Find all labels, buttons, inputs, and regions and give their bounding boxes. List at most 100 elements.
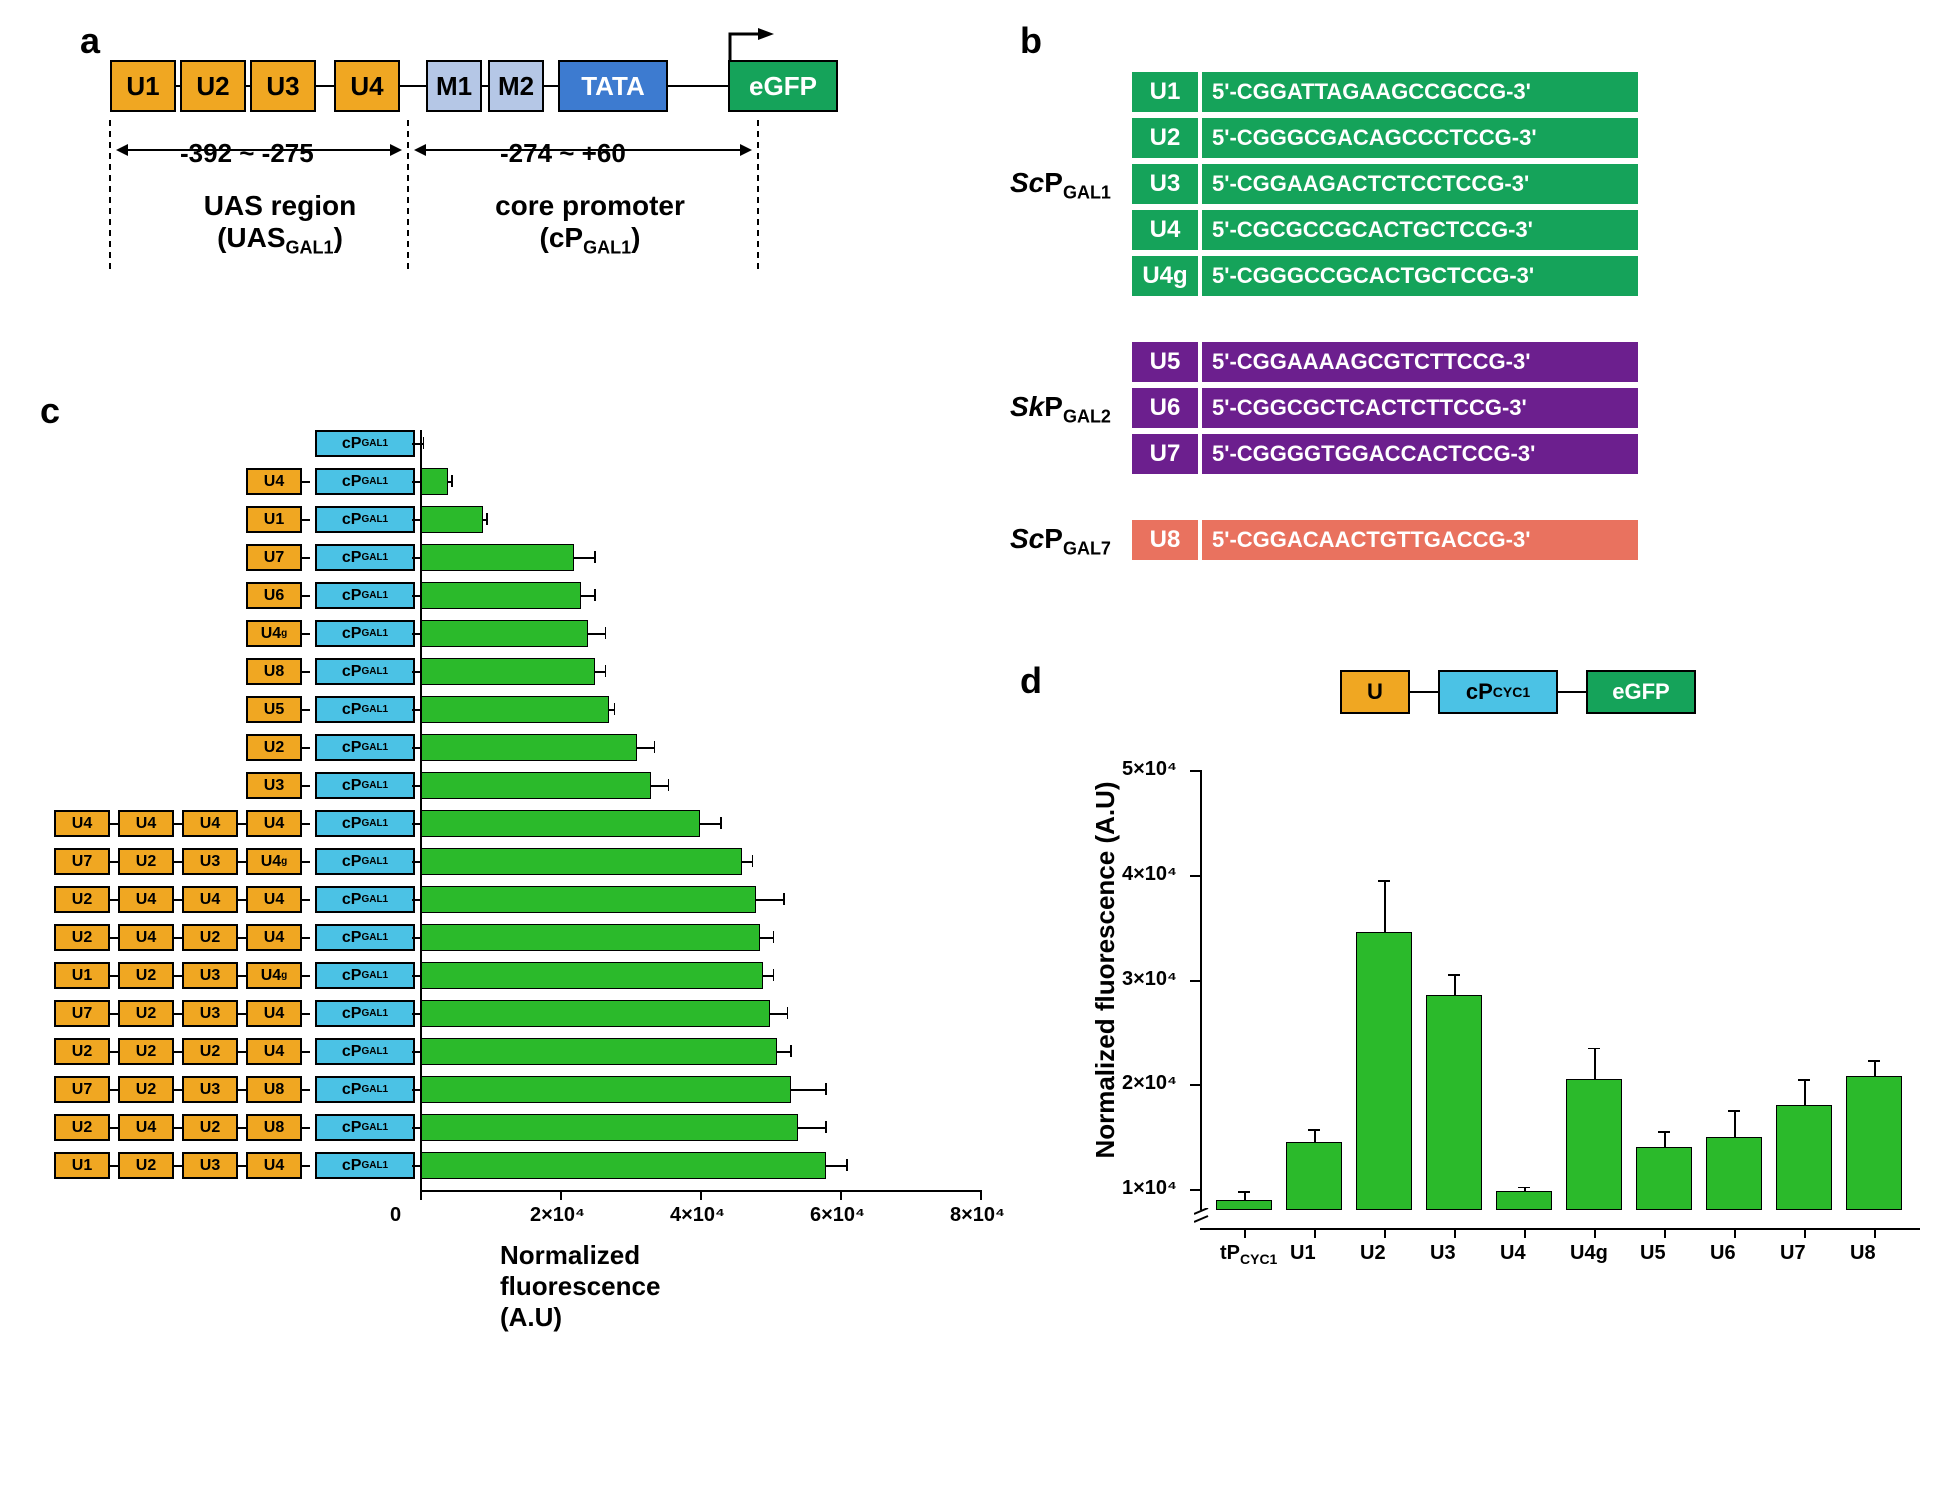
tss-arrow	[728, 28, 778, 69]
row-19-u-2: U3	[182, 1152, 238, 1179]
panel-d-label: d	[1020, 660, 1042, 702]
row-cp-6: cPGAL1	[315, 658, 415, 685]
bar-row-8	[420, 734, 637, 761]
d-cat-1: U1	[1290, 1242, 1316, 1265]
row-10-u-1: U4	[118, 810, 174, 837]
d-cat-8: U7	[1780, 1242, 1806, 1265]
d-diagram: UcPCYC1eGFP	[1340, 670, 1696, 714]
block-tata: TATA	[558, 60, 668, 112]
d-bar-U4g	[1566, 1079, 1622, 1210]
seq-val-U3: 5'-CGGAAGACTCTCCTCCG-3'	[1200, 162, 1640, 206]
row-12-u-0: U2	[54, 886, 110, 913]
row-cp-11: cPGAL1	[315, 848, 415, 875]
row-cp-4: cPGAL1	[315, 582, 415, 609]
bar-row-2	[420, 506, 483, 533]
row-16-u-1: U2	[118, 1038, 174, 1065]
d-cat-7: U6	[1710, 1242, 1736, 1265]
d-ytick-1: 2×10⁴	[1122, 1072, 1177, 1095]
c-xtick-1: 2×10⁴	[530, 1204, 585, 1227]
seq-val-U4: 5'-CGCGCCGCACTGCTCCG-3'	[1200, 208, 1640, 252]
seq-val-U7: 5'-CGGGGTGGACCACTCCG-3'	[1200, 432, 1640, 476]
row-11-u-0: U7	[54, 848, 110, 875]
row-17-u-0: U7	[54, 1076, 110, 1103]
row-cp-16: cPGAL1	[315, 1038, 415, 1065]
row-10-u-2: U4	[182, 810, 238, 837]
row-11-u-2: U3	[182, 848, 238, 875]
row-18-u-2: U2	[182, 1114, 238, 1141]
bar-row-3	[420, 544, 574, 571]
d-cat-5: U4g	[1570, 1242, 1608, 1265]
row-19-u-1: U2	[118, 1152, 174, 1179]
bar-row-19	[420, 1152, 826, 1179]
row-15-u-3: U4	[246, 1000, 302, 1027]
c-xtick-2: 4×10⁴	[670, 1204, 725, 1227]
c-xlabel: Normalized fluorescence (A.U)	[500, 1240, 660, 1333]
row-18-u-0: U2	[54, 1114, 110, 1141]
block-m1: M1	[426, 60, 482, 112]
row-cp-10: cPGAL1	[315, 810, 415, 837]
d-ylabel: Normalized fluorescence (A.U)	[1090, 750, 1121, 1190]
row-6-u-0: U8	[246, 658, 302, 685]
panel-a: U1U2U3U4M1M2TATAeGFP-392 ~ -275-274 ~ +6…	[110, 60, 838, 112]
row-19-u-0: U1	[54, 1152, 110, 1179]
panel-b-label: b	[1020, 20, 1042, 62]
d-cat-6: U5	[1640, 1242, 1666, 1265]
d-bar-U5	[1636, 1147, 1692, 1210]
row-cp-8: cPGAL1	[315, 734, 415, 761]
bar-row-15	[420, 1000, 770, 1027]
seq-key-U7: U7	[1130, 432, 1200, 476]
panel-c-label: c	[40, 390, 60, 432]
seq-key-U4: U4	[1130, 208, 1200, 252]
row-14-u-2: U3	[182, 962, 238, 989]
row-cp-0: cPGAL1	[315, 430, 415, 457]
d-bar-U1	[1286, 1142, 1342, 1210]
d-bar-U7	[1776, 1105, 1832, 1210]
row-15-u-0: U7	[54, 1000, 110, 1027]
row-cp-5: cPGAL1	[315, 620, 415, 647]
bar-row-10	[420, 810, 700, 837]
d-ytick-0: 1×10⁴	[1122, 1177, 1177, 1200]
c-xtick-3: 6×10⁴	[810, 1204, 865, 1227]
row-12-u-3: U4	[246, 886, 302, 913]
seq-val-U6: 5'-CGGCGCTCACTCTTCCG-3'	[1200, 386, 1640, 430]
row-cp-13: cPGAL1	[315, 924, 415, 951]
row-3-u-0: U7	[246, 544, 302, 571]
block-u1: U1	[110, 60, 176, 112]
bar-row-11	[420, 848, 742, 875]
seq-val-U5: 5'-CGGAAAAGCGTCTTCCG-3'	[1200, 340, 1640, 384]
range-uas: -392 ~ -275	[180, 138, 314, 169]
d-cat-4: U4	[1500, 1242, 1526, 1265]
row-12-u-2: U4	[182, 886, 238, 913]
row-14-u-1: U2	[118, 962, 174, 989]
bar-row-14	[420, 962, 763, 989]
d-bar-tP	[1216, 1200, 1272, 1210]
bar-row-4	[420, 582, 581, 609]
row-17-u-3: U8	[246, 1076, 302, 1103]
uas-label: UAS region(UASGAL1)	[180, 190, 380, 259]
block-u2: U2	[180, 60, 246, 112]
row-16-u-0: U2	[54, 1038, 110, 1065]
row-17-u-1: U2	[118, 1076, 174, 1103]
row-10-u-3: U4	[246, 810, 302, 837]
block-m2: M2	[488, 60, 544, 112]
bar-row-17	[420, 1076, 791, 1103]
d-cat-2: U2	[1360, 1242, 1386, 1265]
d-bar-U2	[1356, 932, 1412, 1210]
row-2-u-0: U1	[246, 506, 302, 533]
panel-a-label: a	[80, 20, 100, 62]
seq-group-label-2: ScPGAL7	[1010, 523, 1111, 560]
seq-val-U8: 5'-CGGACAACTGTTGACCG-3'	[1200, 518, 1640, 562]
row-cp-12: cPGAL1	[315, 886, 415, 913]
bar-row-5	[420, 620, 588, 647]
d-bar-U4	[1496, 1191, 1552, 1210]
seq-key-U6: U6	[1130, 386, 1200, 430]
row-4-u-0: U6	[246, 582, 302, 609]
row-5-u-0: U4g	[246, 620, 302, 647]
row-cp-3: cPGAL1	[315, 544, 415, 571]
bar-row-16	[420, 1038, 777, 1065]
row-11-u-3: U4g	[246, 848, 302, 875]
row-cp-9: cPGAL1	[315, 772, 415, 799]
d-ytick-2: 3×10⁴	[1122, 968, 1177, 991]
row-15-u-1: U2	[118, 1000, 174, 1027]
row-15-u-2: U3	[182, 1000, 238, 1027]
